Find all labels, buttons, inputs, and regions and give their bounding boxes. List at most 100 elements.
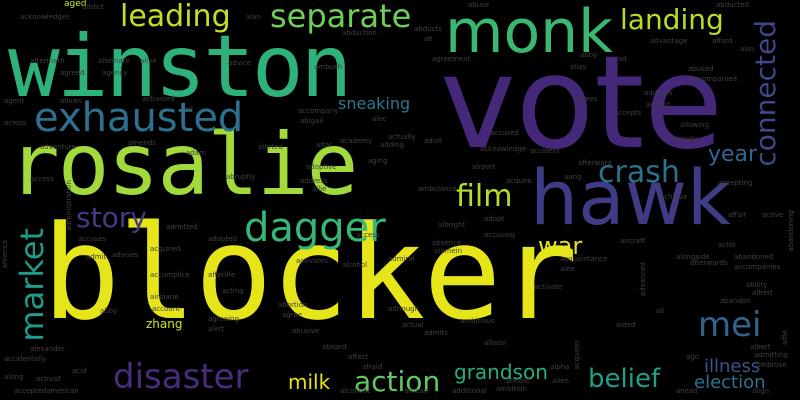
word: activated <box>142 95 175 103</box>
word: accepts <box>614 109 642 117</box>
word: admiral <box>388 255 415 263</box>
word: afraid <box>362 363 383 371</box>
word: along <box>4 373 24 381</box>
word: adding <box>380 141 405 149</box>
word: accepting <box>718 179 753 187</box>
word: ambush <box>314 63 343 71</box>
word: abuse <box>468 1 490 9</box>
word: blocker <box>42 197 578 349</box>
word: admit <box>86 253 107 261</box>
word: acting <box>222 287 244 295</box>
word: albert <box>750 343 771 351</box>
word: affair <box>728 211 747 219</box>
word: abby <box>100 307 118 315</box>
word: airplane <box>150 293 179 301</box>
word: alec <box>372 115 387 123</box>
word: advantage <box>650 37 688 45</box>
word: dagger <box>244 205 386 251</box>
word: access <box>356 231 380 239</box>
word: aged <box>64 0 87 9</box>
word: abandon <box>720 297 751 305</box>
word: active <box>762 211 784 219</box>
word: airport <box>472 163 496 171</box>
word: hawk <box>530 153 731 242</box>
word: alien <box>552 377 569 385</box>
word: already <box>672 135 699 143</box>
word: affect <box>348 353 369 361</box>
word: accompany <box>298 107 339 115</box>
word: aircraft <box>620 237 646 245</box>
word: adopt <box>484 215 505 223</box>
word: additional <box>452 387 487 395</box>
word: ability <box>746 281 768 289</box>
word: belief <box>588 364 661 394</box>
word: year <box>708 142 758 167</box>
word: abduction <box>342 29 377 37</box>
word: alpha <box>550 363 570 371</box>
word: adam <box>186 149 206 157</box>
word: abducted <box>716 1 749 9</box>
word: abandoning <box>787 210 795 252</box>
word: alcoholic <box>340 387 371 395</box>
word: ago <box>686 353 700 361</box>
word: align <box>752 387 770 395</box>
word: acquaintance <box>560 255 608 263</box>
word: acquired <box>150 245 181 253</box>
word: adult <box>424 137 442 145</box>
word: alive <box>140 57 157 65</box>
word: agrees <box>574 95 598 103</box>
word: aided <box>616 321 636 329</box>
word: admits <box>424 329 448 337</box>
word: abducts <box>414 25 442 33</box>
word: grandson <box>454 360 548 384</box>
word: account <box>152 305 180 313</box>
word: alternate <box>98 57 130 65</box>
word: afterlife <box>208 271 236 279</box>
word: abandoned <box>734 253 774 261</box>
word: adventure <box>40 143 76 151</box>
word: aftermath <box>30 57 65 65</box>
word: leading <box>120 0 231 34</box>
word: administration <box>65 180 73 231</box>
word: addition <box>644 89 673 97</box>
word: allows <box>60 97 82 105</box>
word: across <box>4 119 27 127</box>
word: advice <box>228 59 251 67</box>
word: zhang <box>146 317 183 331</box>
word: ambrose <box>756 361 787 369</box>
word: abortion <box>278 301 308 309</box>
word: acquire <box>506 177 532 185</box>
word: acquires <box>573 340 581 370</box>
word: accusing <box>484 231 515 239</box>
word: election <box>694 372 766 393</box>
word: actually <box>388 133 416 141</box>
word: accompanied <box>690 75 737 83</box>
word: afterwards <box>690 259 728 267</box>
word: actual <box>402 321 424 329</box>
word: accident <box>530 147 560 155</box>
word: alexander <box>30 345 65 353</box>
word: adoptive <box>306 163 337 171</box>
word: activates <box>296 257 328 265</box>
word: allie <box>312 185 327 193</box>
word: ali <box>656 307 665 315</box>
word: admitted <box>166 223 198 231</box>
word: war <box>538 232 583 260</box>
word: alfie <box>781 330 789 345</box>
word: alcohol <box>342 261 368 269</box>
word: abby <box>580 51 598 59</box>
word: america <box>1 240 9 269</box>
word: address <box>300 177 328 185</box>
word: alfred <box>752 289 773 297</box>
word: actor <box>718 241 737 249</box>
word: agreement <box>432 55 471 63</box>
word: american <box>46 387 79 395</box>
word: accompanies <box>734 263 781 271</box>
word: agree <box>282 311 303 319</box>
word: advises <box>112 251 139 259</box>
word: accomplice <box>150 271 190 279</box>
word: separate <box>270 0 412 35</box>
word: acknowledge <box>480 145 527 153</box>
word: film <box>456 179 513 214</box>
